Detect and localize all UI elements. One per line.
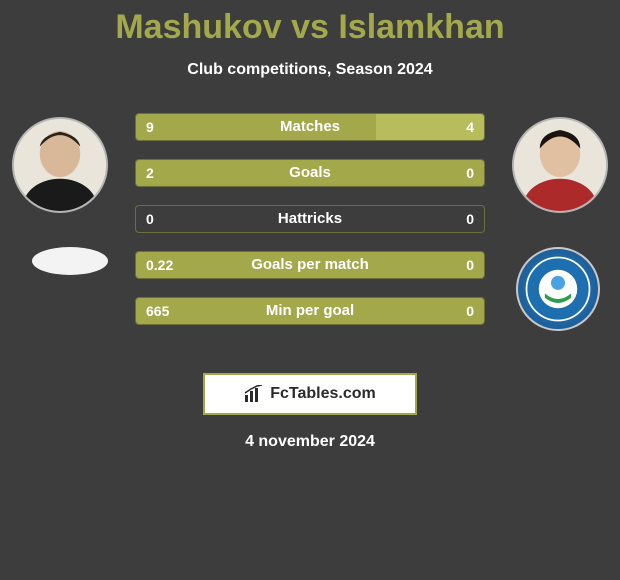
stat-label: Matches [136, 114, 484, 140]
stat-label: Goals per match [136, 252, 484, 278]
player-left-avatar [12, 117, 108, 213]
stat-value-right: 4 [466, 114, 474, 140]
stat-row: 2Goals0 [135, 159, 485, 187]
footer-brand-text: FcTables.com [270, 385, 376, 403]
bar-chart-icon [244, 385, 264, 403]
stat-row: 0Hattricks0 [135, 205, 485, 233]
player-left-club-badge [32, 247, 108, 275]
stat-row: 9Matches4 [135, 113, 485, 141]
stat-row: 0.22Goals per match0 [135, 251, 485, 279]
player-right-avatar [512, 117, 608, 213]
player-right-club-badge [516, 247, 600, 331]
date-text: 4 november 2024 [0, 433, 620, 451]
stat-value-right: 0 [466, 206, 474, 232]
stat-bars: 9Matches42Goals00Hattricks00.22Goals per… [135, 113, 485, 343]
stat-value-right: 0 [466, 160, 474, 186]
club-crest-icon [523, 254, 593, 324]
stat-value-right: 0 [466, 252, 474, 278]
footer-brand-badge: FcTables.com [203, 373, 417, 415]
subtitle: Club competitions, Season 2024 [0, 61, 620, 79]
stat-label: Min per goal [136, 298, 484, 324]
person-icon [14, 119, 106, 211]
person-icon [514, 119, 606, 211]
stat-label: Hattricks [136, 206, 484, 232]
stat-label: Goals [136, 160, 484, 186]
stat-row: 665Min per goal0 [135, 297, 485, 325]
page-title: Mashukov vs Islamkhan [0, 0, 620, 47]
stat-value-right: 0 [466, 298, 474, 324]
